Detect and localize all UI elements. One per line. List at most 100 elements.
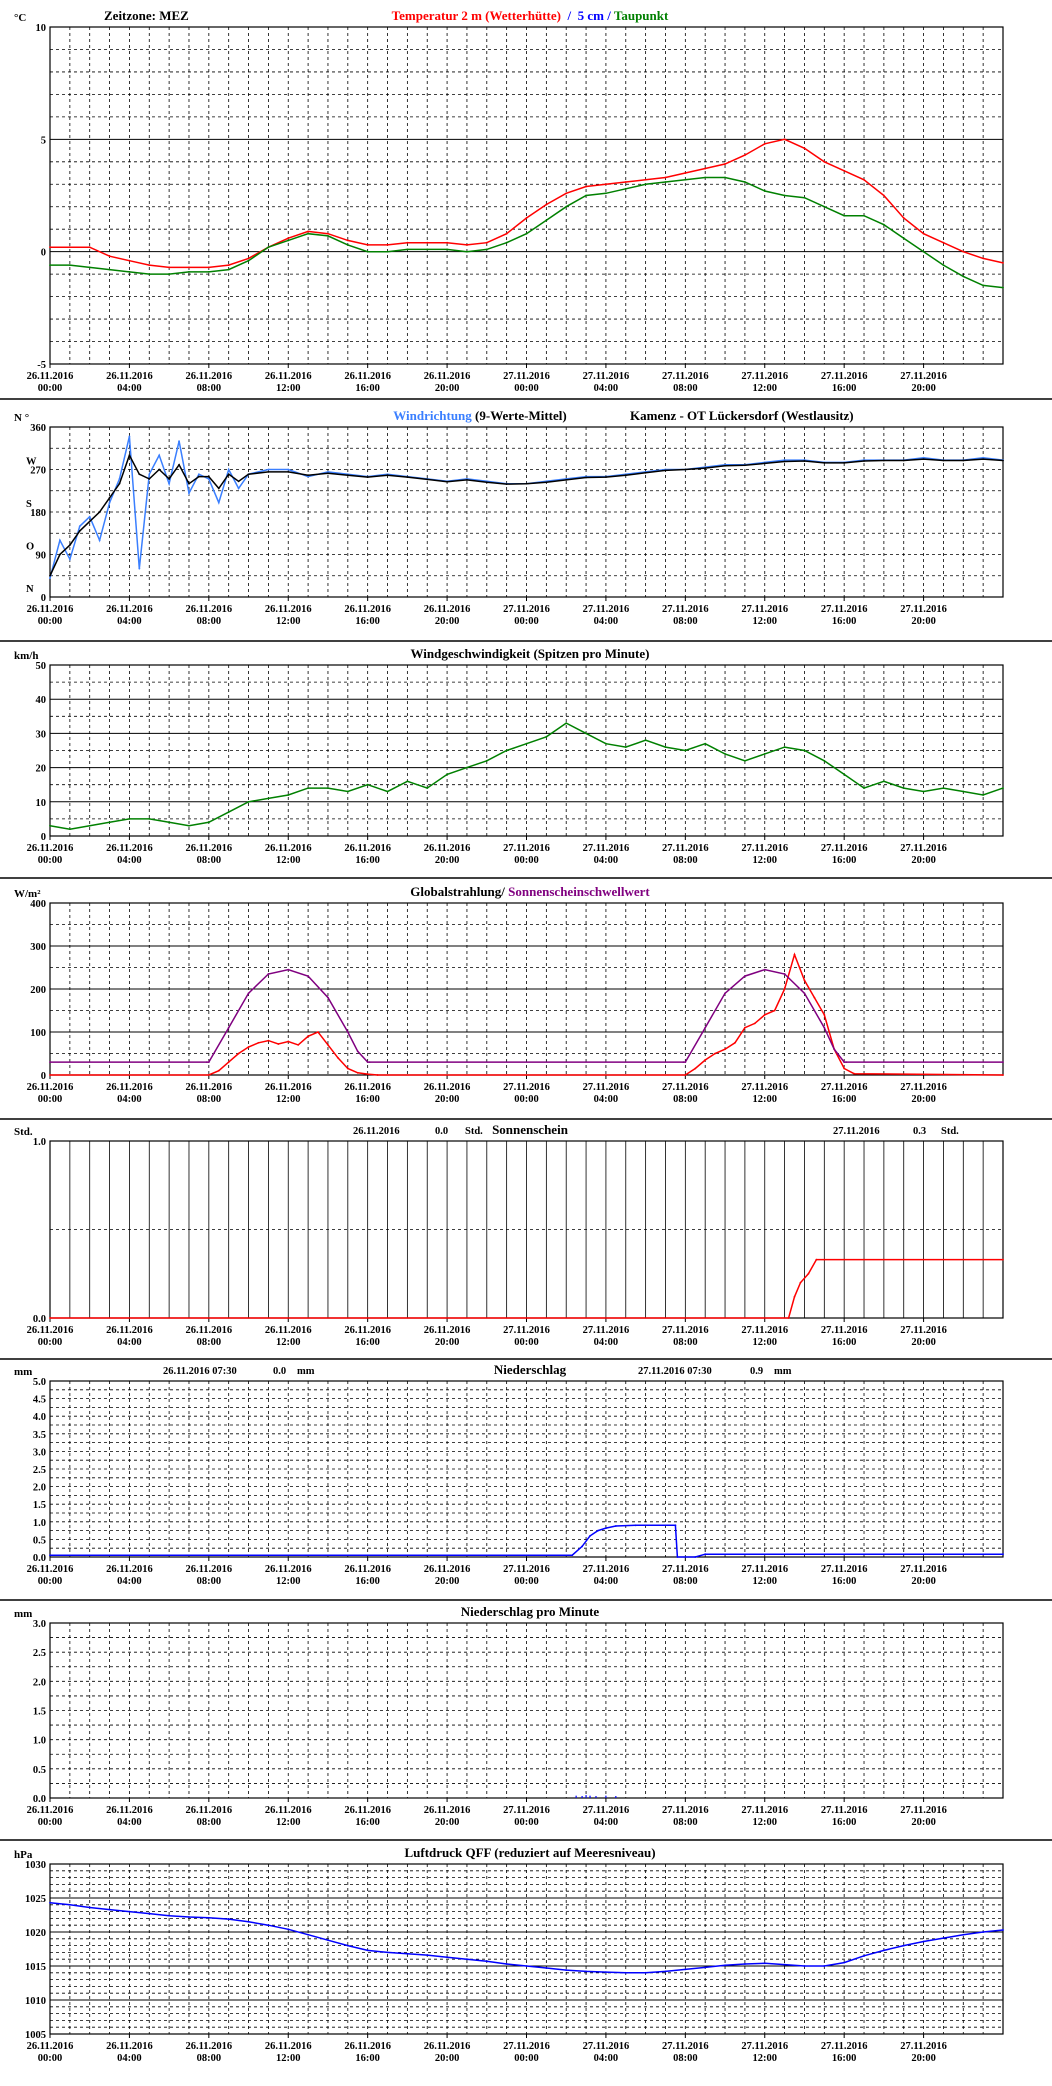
data-point (565, 478, 568, 481)
data-point (743, 154, 746, 156)
data-point (1002, 1061, 1004, 1063)
data-point (624, 1971, 627, 1974)
data-point (704, 167, 707, 170)
chart-title-right: Kamenz - OT Lückersdorf (Westlausitz) (630, 408, 854, 423)
y-tick-label: 5 (41, 135, 46, 146)
data-point (346, 790, 349, 793)
chart-title: Niederschlag pro Minute (461, 1604, 600, 1619)
data-point (247, 992, 250, 995)
x-tick-time: 16:00 (355, 1817, 380, 1828)
data-point (188, 270, 190, 273)
x-tick-time: 00:00 (514, 1337, 539, 1348)
data-point (386, 790, 389, 793)
data-point (605, 742, 607, 745)
y-tick-label: -5 (37, 360, 46, 371)
y-tick-label: 0.0 (33, 1553, 46, 1564)
x-tick-date: 26.11.2016 (344, 604, 391, 615)
y-tick-label: 1.0 (33, 1518, 46, 1529)
x-tick-time: 20:00 (435, 2053, 460, 2064)
data-point (426, 787, 429, 790)
x-tick-time: 04:00 (117, 1337, 142, 1348)
x-tick-date: 26.11.2016 (265, 604, 312, 615)
data-point (49, 1074, 51, 1076)
data-point (684, 468, 687, 471)
data-point (98, 511, 101, 513)
x-tick-time: 20:00 (435, 1094, 460, 1105)
data-point (98, 539, 101, 542)
data-point (247, 259, 250, 262)
data-point (158, 454, 161, 457)
x-tick-date: 26.11.2016 (27, 2041, 74, 2052)
data-point (704, 176, 707, 179)
data-point (565, 1969, 568, 1971)
x-tick-date: 27.11.2016 (821, 604, 868, 615)
data-point (962, 1933, 965, 1936)
x-tick-time: 08:00 (673, 1576, 698, 1587)
data-point (803, 196, 806, 199)
data-point (922, 790, 925, 793)
panel-wind_direction: 26.11.201600:0026.11.201604:0026.11.2016… (14, 408, 1004, 627)
y-tick-label: 0 (41, 832, 46, 843)
x-tick-time: 00:00 (514, 1094, 539, 1105)
data-point (327, 996, 329, 999)
x-tick-date: 26.11.2016 (344, 1805, 391, 1816)
chart-title: Windrichtung (9-Werte-Mittel) (393, 408, 566, 423)
data-point (217, 1069, 220, 1072)
data-point (803, 979, 806, 982)
x-tick-date: 27.11.2016 (821, 1805, 868, 1816)
data-point (386, 244, 389, 246)
data-point (823, 205, 826, 208)
data-point (446, 241, 448, 244)
data-point (49, 1317, 51, 1319)
data-point (684, 172, 687, 174)
data-point (88, 520, 91, 523)
x-tick-time: 08:00 (197, 1337, 222, 1348)
data-point (803, 749, 806, 752)
panel-global_radiation: 26.11.201600:0026.11.201604:0026.11.2016… (14, 884, 1004, 1105)
data-point (505, 749, 508, 752)
x-tick-date: 27.11.2016 (503, 1325, 550, 1336)
data-point (267, 797, 270, 800)
data-point (942, 264, 945, 267)
data-point (676, 1556, 679, 1558)
x-tick-time: 16:00 (832, 1817, 857, 1828)
x-tick-time: 16:00 (832, 1337, 857, 1348)
data-point (88, 515, 91, 518)
data-point (49, 577, 51, 580)
data-point (823, 759, 826, 762)
data-point (118, 482, 121, 485)
data-point (366, 783, 369, 786)
chart-title-part: Sonnenscheinschwellwert (508, 884, 650, 899)
y-tick-label: 0.0 (33, 1314, 46, 1325)
data-point (982, 257, 985, 260)
data-point (684, 1074, 687, 1076)
data-point (108, 501, 111, 504)
data-point (426, 478, 429, 481)
data-point (49, 574, 51, 577)
data-point (207, 475, 210, 478)
data-point (446, 1956, 448, 1959)
x-tick-time: 08:00 (673, 2053, 698, 2064)
data-point (823, 160, 826, 163)
y-tick-label: 2.0 (33, 1677, 46, 1688)
data-point (902, 1944, 905, 1947)
data-point (68, 558, 71, 561)
y-tick-label: 1025 (25, 1894, 46, 1905)
x-tick-time: 16:00 (355, 2053, 380, 2064)
data-point (664, 181, 667, 183)
data-point (257, 1041, 260, 1044)
x-tick-date: 27.11.2016 (583, 2041, 630, 2052)
data-point (188, 482, 190, 485)
data-point (49, 1554, 51, 1557)
y-unit: mm (14, 1366, 32, 1378)
x-tick-time: 08:00 (197, 855, 222, 866)
x-tick-time: 04:00 (594, 2053, 619, 2064)
data-point (684, 1061, 687, 1063)
data-point (148, 264, 151, 267)
y-tick-label: 100 (30, 1028, 46, 1039)
y-tick-label: 10 (36, 798, 47, 809)
x-tick-date: 26.11.2016 (265, 843, 312, 854)
y-tick-label: 0 (41, 1071, 46, 1082)
data-point (807, 1272, 810, 1275)
data-point (882, 780, 885, 783)
